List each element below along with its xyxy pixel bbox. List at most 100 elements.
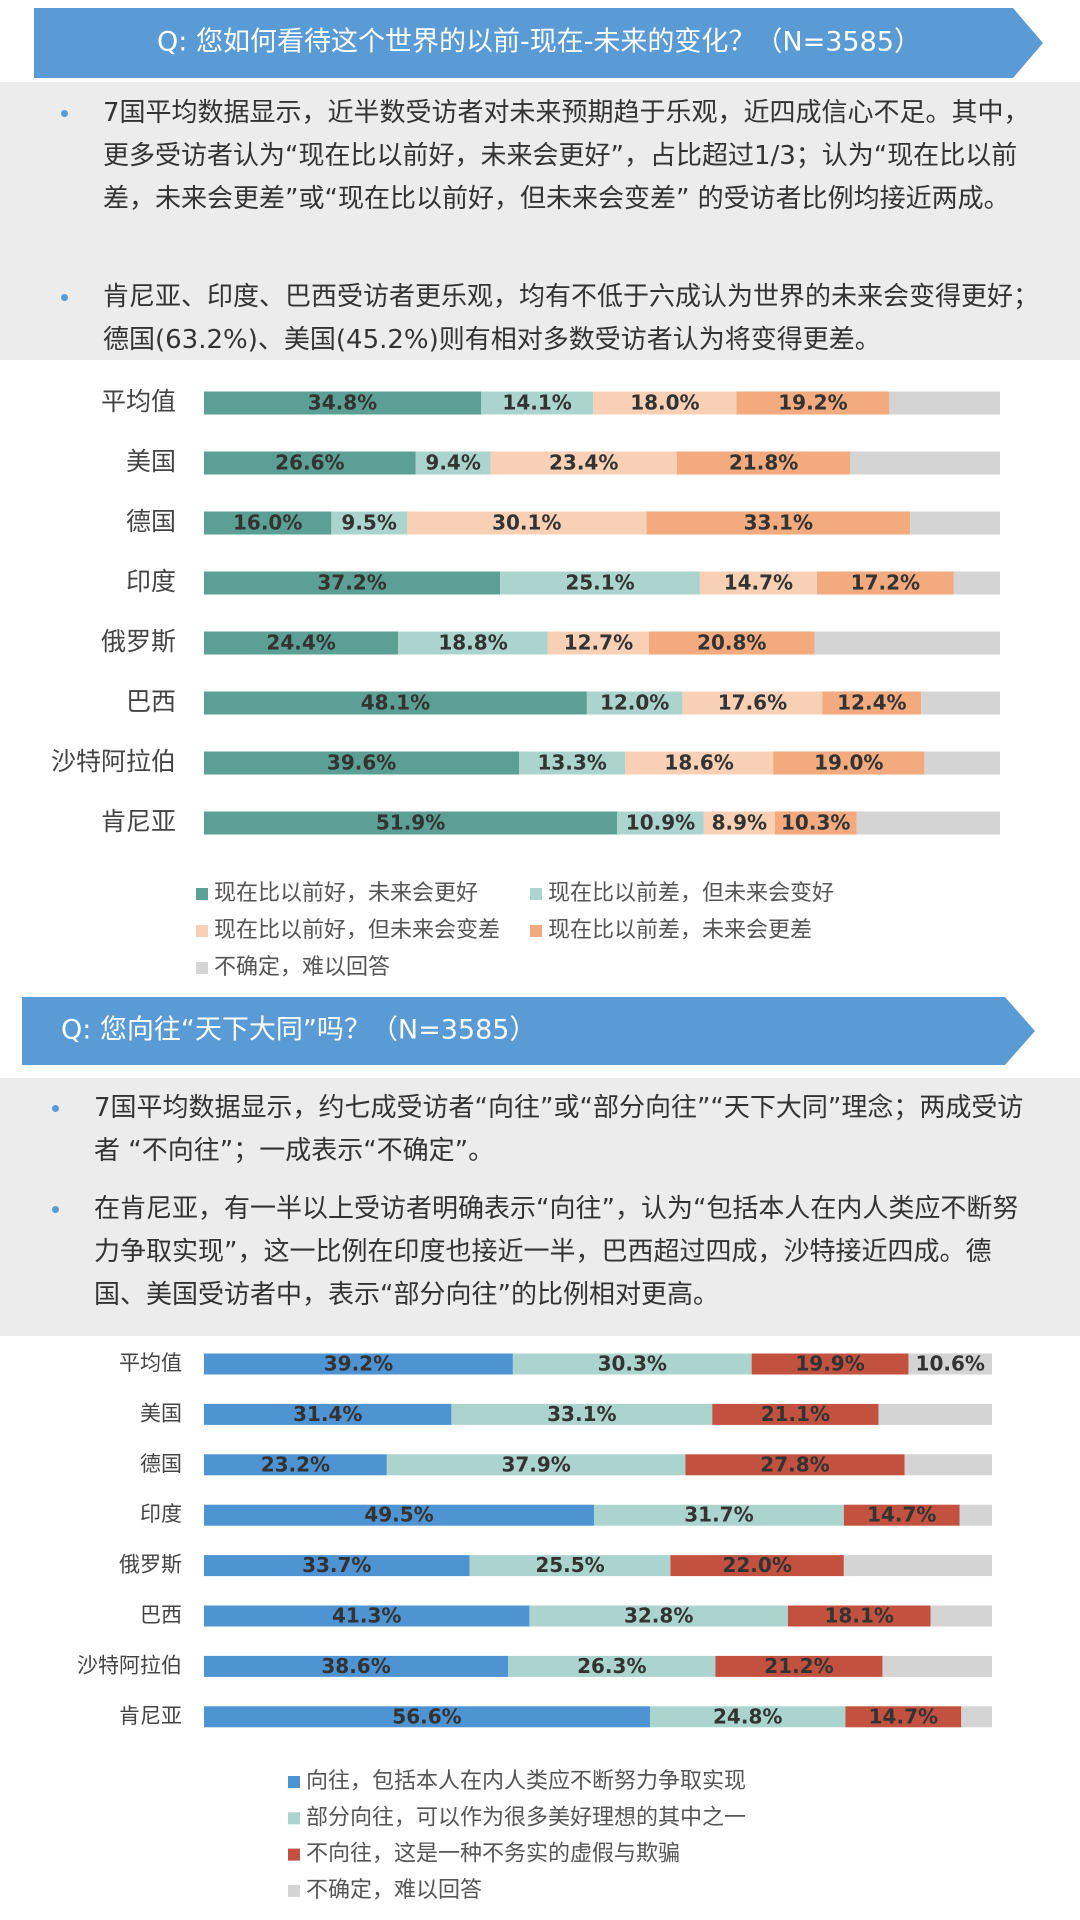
bar-segment [889,391,1000,415]
bar-segment [648,631,815,655]
bar-segment [650,1706,846,1728]
value-label: 30.3% [598,1352,667,1376]
legend-label: 现在比以前差，但未来会变好 [548,881,834,906]
header-title: Q: 您向往“天下大同”吗？（N=3585） [61,1015,536,1046]
bar-segment [547,631,649,655]
bar-segment [921,691,1000,715]
bar-segment [751,1353,909,1375]
bar-segment [843,1504,960,1526]
value-label: 14.7% [867,1503,936,1527]
category-label: 美国 [140,1401,182,1425]
bullet-background [0,1078,1080,1336]
value-label: 9.5% [341,511,396,535]
value-label: 12.0% [600,691,669,715]
bar-segment [204,691,587,715]
value-label: 39.2% [324,1352,393,1376]
value-label: 41.3% [332,1604,401,1628]
value-label: 12.4% [837,691,906,715]
legend-label: 现在比以前好，未来会更好 [214,881,478,906]
legend-swatch [196,962,208,974]
value-label: 56.6% [392,1704,461,1728]
bar-segment [204,1605,530,1627]
bar-segment [529,1605,788,1627]
value-label: 10.3% [781,811,850,835]
category-label: 俄罗斯 [119,1553,182,1577]
category-label: 平均值 [101,387,176,416]
legend-label: 不确定，难以回答 [214,955,390,980]
value-label: 27.8% [760,1452,829,1476]
value-label: 10.6% [916,1352,985,1376]
value-label: 32.8% [624,1604,693,1628]
category-label: 印度 [126,567,176,596]
bar-segment [856,811,1000,835]
bar-segment [204,631,399,655]
bar-segment [712,1403,879,1425]
bar-segment [910,511,1000,535]
value-label: 24.8% [713,1704,782,1728]
bullet-dot [52,1105,59,1112]
bar-segment [481,391,594,415]
category-label: 印度 [140,1502,182,1526]
value-label: 39.6% [327,751,396,775]
value-label: 18.1% [825,1604,894,1628]
category-label: 巴西 [126,687,176,716]
legend-swatch [288,1812,300,1825]
legend-swatch [196,888,208,900]
value-label: 23.4% [549,451,618,475]
value-label: 14.7% [724,571,793,595]
bar-segment [204,1403,452,1425]
bar-segment [204,1353,513,1375]
bar-segment [204,451,416,475]
bar-segment [904,1454,992,1476]
bar-segment [398,631,548,655]
value-label: 37.2% [317,571,386,595]
value-label: 17.6% [718,691,787,715]
category-label: 美国 [126,447,176,476]
value-label: 49.5% [364,1503,433,1527]
bar-segment [512,1353,752,1375]
value-label: 33.7% [302,1553,371,1577]
header-banner [22,997,1035,1065]
value-label: 33.1% [744,511,813,535]
value-label: 18.0% [630,391,699,415]
value-label: 30.1% [492,511,561,535]
bar-segment [204,1454,387,1476]
bar-segment [204,1655,509,1677]
value-label: 18.6% [664,751,733,775]
category-label: 德国 [126,507,176,536]
bar-segment [508,1655,716,1677]
legend-label: 现在比以前差，未来会更差 [548,918,812,943]
value-label: 22.0% [722,1553,791,1577]
value-label: 23.2% [261,1452,330,1476]
bullet-dot [61,294,68,301]
bar-segment [699,571,817,595]
bar-segment [736,391,890,415]
bullet-background [0,82,1080,360]
legend-label: 现在比以前好，但未来会变差 [214,918,500,943]
legend-label: 不向往，这是一种不务实的虚假与欺骗 [306,1842,680,1867]
bar-segment [490,451,677,475]
value-label: 8.9% [712,811,767,835]
bar-segment [406,511,647,535]
legend-swatch [196,925,208,937]
bar-segment [787,1605,931,1627]
header-banner [34,8,1043,78]
bar-segment [204,571,501,595]
value-label: 19.0% [814,751,883,775]
legend-label: 部分向往，可以作为很多美好理想的其中之一 [306,1805,746,1830]
bar-segment [676,451,851,475]
bar-segment [961,1706,992,1728]
header-title: Q: 您如何看待这个世界的以前-现在-未来的变化？（N=3585） [157,27,921,58]
bar-segment [204,1706,651,1728]
value-label: 12.7% [564,631,633,655]
category-label: 沙特阿拉伯 [77,1653,182,1677]
bar-segment [204,751,520,775]
value-label: 48.1% [361,691,430,715]
bullet-text: 在肯尼亚，有一半以上受访者明确表示“向往”，认为“包括本人在内人类应不断努力争取… [94,1194,1019,1310]
bar-segment [500,571,700,595]
value-label: 25.1% [565,571,634,595]
bar-segment [670,1555,844,1577]
bar-segment [845,1706,962,1728]
